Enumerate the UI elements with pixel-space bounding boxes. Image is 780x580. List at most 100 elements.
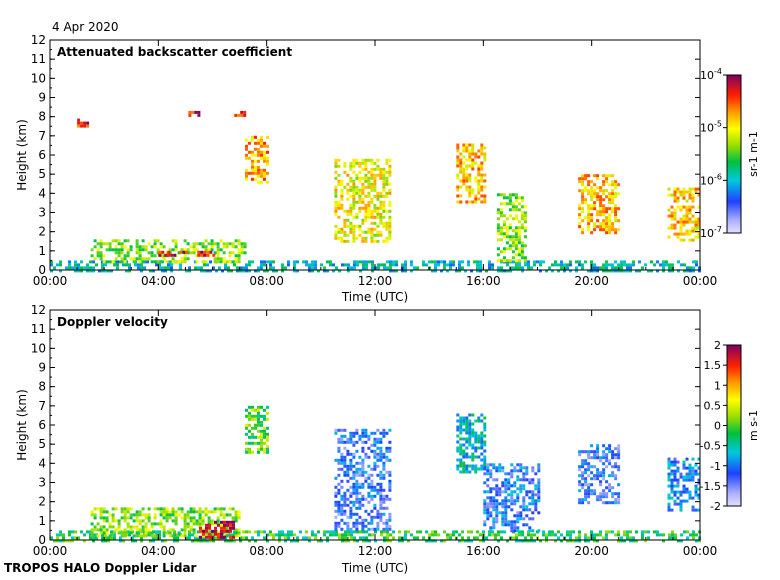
data-pixel: [266, 135, 269, 139]
data-pixel: [208, 532, 211, 536]
data-pixel: [605, 533, 608, 537]
data-pixel: [370, 173, 374, 177]
data-pixel: [459, 449, 463, 453]
data-pixel: [581, 183, 585, 187]
data-pixel: [492, 526, 496, 530]
data-pixel: [173, 253, 177, 257]
data-pixel: [605, 210, 609, 214]
data-pixel: [581, 219, 585, 223]
data-pixel: [358, 188, 362, 192]
data-pixel: [691, 187, 695, 191]
data-pixel: [86, 269, 89, 273]
data-pixel: [221, 269, 224, 273]
data-pixel: [650, 260, 653, 264]
data-pixel: [611, 201, 615, 205]
y-axis-label: Height (km): [15, 119, 29, 190]
data-pixel: [293, 260, 296, 264]
data-pixel: [232, 535, 235, 539]
data-pixel: [477, 197, 481, 201]
data-pixel: [337, 200, 341, 204]
data-pixel: [483, 155, 487, 159]
data-pixel: [679, 493, 683, 497]
data-pixel: [471, 143, 475, 147]
data-pixel: [195, 519, 199, 523]
data-pixel: [492, 502, 496, 506]
data-pixel: [614, 453, 618, 457]
data-pixel: [361, 218, 365, 222]
data-pixel: [370, 161, 374, 165]
data-pixel: [383, 530, 386, 534]
data-pixel: [668, 266, 671, 270]
data-pixel: [349, 491, 353, 495]
data-pixel: [349, 227, 353, 231]
data-pixel: [697, 223, 701, 227]
data-pixel: [254, 423, 257, 427]
data-pixel: [462, 143, 466, 147]
data-pixel: [204, 260, 208, 264]
data-pixel: [480, 176, 484, 180]
data-pixel: [379, 218, 383, 222]
data-pixel: [483, 443, 487, 447]
data-pixel: [114, 245, 118, 249]
data-pixel: [203, 536, 206, 540]
data-pixel: [452, 530, 455, 534]
data-pixel: [251, 405, 254, 409]
data-pixel: [587, 536, 590, 540]
data-pixel: [516, 514, 520, 518]
x-tick-label: 00:00: [33, 544, 68, 558]
data-pixel: [153, 534, 157, 538]
data-pixel: [110, 260, 113, 264]
data-pixel: [608, 501, 612, 505]
data-pixel: [111, 239, 115, 243]
data-pixel: [188, 113, 192, 117]
data-pixel: [237, 251, 241, 255]
data-pixel: [508, 226, 512, 230]
data-pixel: [149, 533, 152, 537]
data-pixel: [520, 256, 524, 260]
data-pixel: [257, 180, 260, 184]
data-pixel: [471, 458, 475, 462]
data-pixel: [59, 533, 62, 537]
data-pixel: [239, 539, 242, 543]
data-pixel: [197, 536, 200, 540]
data-pixel: [468, 185, 472, 189]
data-pixel: [673, 223, 677, 227]
data-pixel: [370, 209, 374, 213]
data-pixel: [623, 530, 626, 534]
data-pixel: [132, 260, 136, 264]
data-pixel: [480, 188, 484, 192]
data-pixel: [260, 263, 263, 267]
data-pixel: [511, 229, 515, 233]
data-pixel: [395, 269, 398, 273]
data-pixel: [456, 413, 460, 417]
data-pixel: [596, 174, 600, 178]
data-pixel: [308, 269, 311, 273]
data-pixel: [254, 171, 257, 175]
data-pixel: [462, 182, 466, 186]
data-pixel: [202, 529, 205, 533]
data-pixel: [422, 536, 425, 540]
data-pixel: [581, 471, 585, 475]
data-pixel: [123, 260, 127, 264]
data-pixel: [587, 468, 591, 472]
data-pixel: [504, 487, 508, 491]
data-pixel: [456, 464, 460, 468]
data-pixel: [344, 536, 347, 540]
data-pixel: [358, 233, 362, 237]
data-pixel: [482, 530, 485, 534]
data-pixel: [599, 201, 603, 205]
data-pixel: [492, 466, 496, 470]
data-pixel: [334, 236, 338, 240]
data-pixel: [364, 203, 368, 207]
data-pixel: [692, 536, 695, 540]
data-pixel: [364, 185, 368, 189]
data-pixel: [692, 260, 695, 264]
data-pixel: [605, 260, 608, 264]
data-pixel: [499, 259, 503, 263]
data-pixel: [92, 269, 95, 273]
data-pixel: [679, 472, 683, 476]
data-pixel: [349, 461, 353, 465]
data-pixel: [401, 263, 404, 267]
data-pixel: [602, 269, 605, 273]
data-pixel: [361, 464, 365, 468]
